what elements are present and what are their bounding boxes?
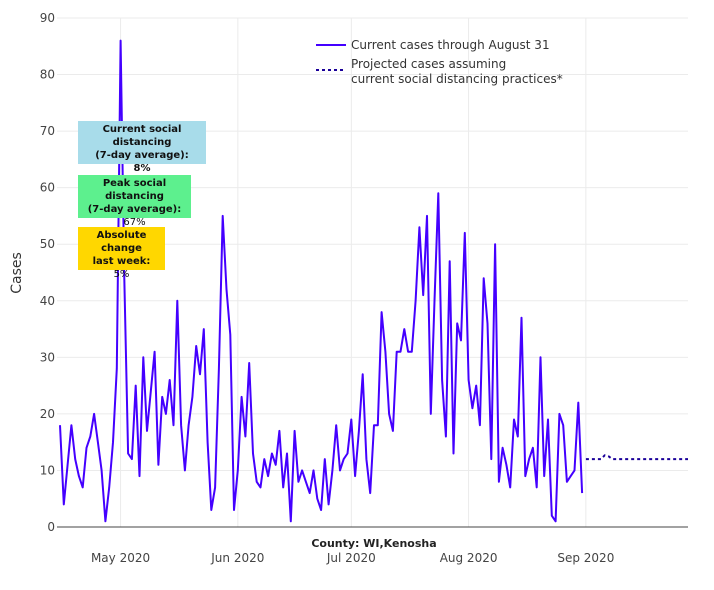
annotation-line: Current social distancing (102, 124, 182, 148)
x-tick-label: Jul 2020 (326, 551, 376, 565)
y-tick-label: 50 (40, 237, 55, 251)
legend-label-projected-2: current social distancing practices* (351, 72, 563, 86)
y-tick-label: 10 (40, 463, 55, 477)
y-tick-label: 60 (40, 181, 55, 195)
y-tick-label: 80 (40, 68, 55, 82)
annotation-line: (7-day average): (87, 204, 182, 215)
y-tick-label: 70 (40, 124, 55, 138)
projected-cases-line (585, 454, 688, 461)
legend-label-projected-1: Projected cases assuming (351, 57, 506, 71)
annotation-value: 67% (123, 217, 146, 228)
y-tick-label: 0 (47, 520, 55, 534)
annotation-value: 5% (113, 269, 130, 280)
annotation-line: Absolute change (96, 230, 147, 254)
y-tick-label: 90 (40, 11, 55, 25)
y-tick-label: 40 (40, 294, 55, 308)
legend-label-current: Current cases through August 31 (351, 38, 550, 52)
x-tick-label: Aug 2020 (440, 551, 498, 565)
annotation-line: (7-day average): (95, 150, 189, 161)
x-tick-label: Sep 2020 (557, 551, 614, 565)
annotation-peak-distancing: Peak social distancing (7-day average): … (78, 175, 191, 228)
annotation-value: 8% (133, 163, 151, 174)
y-tick-label: 20 (40, 407, 55, 421)
y-tick-label: 30 (40, 350, 55, 364)
annotation-line: Peak social distancing (102, 178, 167, 202)
x-axis-label: County: WI,Kenosha (311, 537, 436, 550)
x-tick-label: Jun 2020 (210, 551, 264, 565)
annotation-current-distancing: Current social distancing (7-day average… (78, 121, 206, 174)
annotation-absolute-change: Absolute change last week: 5% (78, 227, 165, 280)
x-tick-label: May 2020 (91, 551, 150, 565)
current-cases-line (59, 39, 584, 523)
legend[interactable]: Current cases through August 31 Projecte… (316, 38, 563, 86)
annotation-line: last week: (92, 256, 151, 267)
y-axis-label: Cases (9, 252, 25, 294)
